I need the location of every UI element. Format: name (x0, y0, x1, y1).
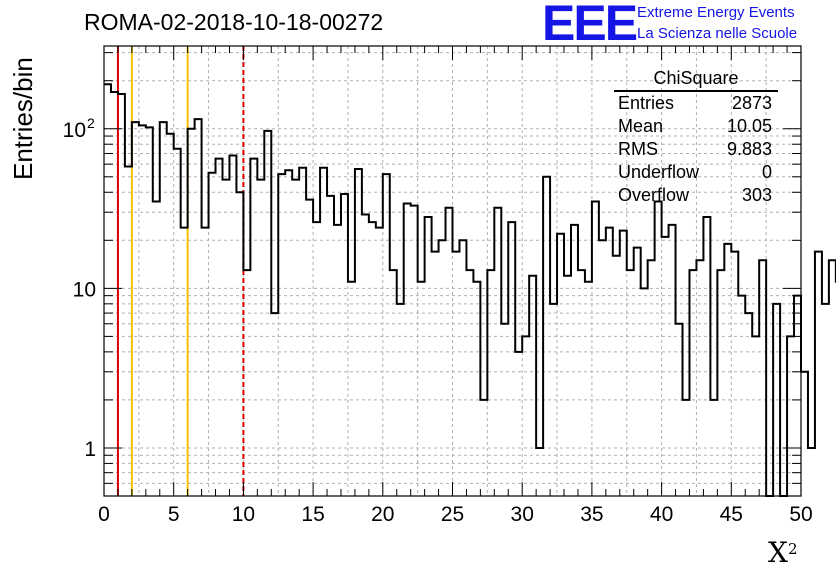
stats-label: Overflow (618, 185, 690, 205)
stats-rows: Entries 2873 Mean 10.05 RMS 9.883 Underflow 0 Ov… (612, 92, 774, 207)
x-tick-label: 15 (301, 503, 324, 526)
x-tick-label: 30 (511, 503, 534, 526)
stats-box: ChiSquare Entries 2873 Mean 10.05 RMS 9.883 Un… (612, 68, 778, 207)
stats-row: Overflow 303 (612, 184, 774, 207)
x-tick-label: 25 (441, 503, 464, 526)
stats-label: Mean (618, 116, 664, 136)
y-tick-label: 10 (63, 119, 86, 142)
x-axis-label-sup: 2 (787, 540, 798, 558)
stats-row: Underflow 0 (612, 161, 774, 184)
stats-label: Entries (618, 93, 675, 113)
x-axis-label: X2 (768, 536, 797, 569)
x-tick-label: 40 (650, 503, 673, 526)
x-tick-label: 5 (168, 503, 180, 526)
eee-logo-mark: EEE (542, 0, 638, 51)
x-axis-label-base: X (768, 536, 788, 569)
stats-header: ChiSquare (614, 68, 778, 92)
x-tick-label: 35 (580, 503, 603, 526)
stats-value: 303 (741, 185, 772, 205)
stats-label: Underflow (618, 162, 700, 182)
logo-line-2: La Scienza nelle Scuole (637, 25, 798, 42)
x-tick-label: 20 (371, 503, 394, 526)
y-tick-label-exponent: 2 (87, 115, 95, 131)
logo-line-1: Extreme Energy Events (637, 4, 795, 21)
stats-row: Entries 2873 (612, 92, 774, 115)
histogram-title: ROMA-02-2018-10-18-00272 (84, 9, 384, 35)
x-tick-label: 45 (720, 503, 743, 526)
stats-value: 2873 (731, 93, 772, 113)
stats-label: RMS (618, 139, 658, 159)
stats-value: 9.883 (726, 139, 772, 159)
x-tick-label: 50 (789, 503, 812, 526)
y-tick-label: 10 (73, 278, 96, 301)
stats-value: 0 (761, 162, 772, 182)
y-tick-label: 1 (84, 438, 96, 461)
eee-logo: EEE Extreme Energy Events La Scienza nel… (542, 0, 836, 51)
stats-row: RMS 9.883 (612, 138, 774, 161)
stats-row: Mean 10.05 (612, 115, 774, 138)
x-tick-label: 10 (232, 503, 255, 526)
stats-value: 10.05 (726, 116, 772, 136)
x-tick-label: 0 (98, 503, 110, 526)
